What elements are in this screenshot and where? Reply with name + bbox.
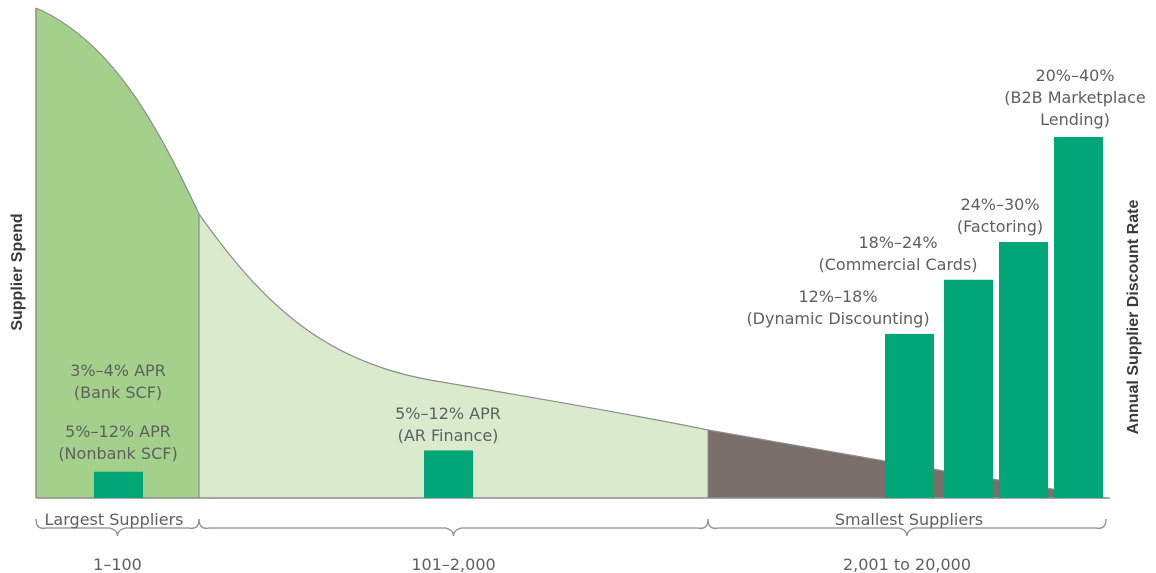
bar-label-3-line-1: 12%–18% bbox=[798, 287, 877, 306]
segment-name-1: Largest Suppliers bbox=[45, 510, 184, 529]
bar-label-2-line-1: 5%–12% APR bbox=[395, 404, 501, 423]
bar-4 bbox=[944, 279, 993, 498]
bar-1 bbox=[94, 471, 143, 498]
segment-range-2: 101–2,000 bbox=[411, 555, 495, 573]
bar-label-2-line-2: (AR Finance) bbox=[398, 426, 499, 445]
bar-label-3-line-2: (Dynamic Discounting) bbox=[746, 309, 929, 328]
bar-5 bbox=[999, 242, 1048, 498]
bar-label-6-line-1: 20%–40% bbox=[1035, 66, 1114, 85]
bar-3 bbox=[885, 333, 934, 498]
bar-label-5-line-2: (Factoring) bbox=[957, 217, 1043, 236]
segment-name-3: Smallest Suppliers bbox=[835, 510, 983, 529]
bar-6 bbox=[1054, 137, 1103, 498]
segment-area-2 bbox=[199, 8, 708, 498]
extra-label-1-line-2: (Bank SCF) bbox=[74, 383, 162, 402]
bar-label-1-line-2: (Nonbank SCF) bbox=[58, 444, 177, 463]
segment-brace-3 bbox=[707, 518, 1107, 537]
bar-label-1-line-1: 5%–12% APR bbox=[65, 422, 171, 441]
segment-brace-1 bbox=[35, 518, 200, 537]
segment-range-1: 1–100 bbox=[93, 555, 142, 573]
bar-label-5-line-1: 24%–30% bbox=[960, 195, 1039, 214]
y-axis-right-title: Annual Supplier Discount Rate bbox=[1125, 200, 1142, 435]
bar-label-4-line-1: 18%–24% bbox=[858, 233, 937, 252]
y-axis-left-title: Supplier Spend bbox=[9, 213, 26, 330]
extra-label-1-line-1: 3%–4% APR bbox=[70, 361, 166, 380]
spend-curve bbox=[35, 7, 1107, 499]
bar-label-4-line-2: (Commercial Cards) bbox=[818, 255, 977, 274]
bar-2 bbox=[424, 450, 473, 498]
bar-label-6-line-2: (B2B Marketplace bbox=[1004, 88, 1146, 107]
segment-range-3: 2,001 to 20,000 bbox=[843, 555, 971, 573]
bar-label-6-line-3: Lending) bbox=[1040, 110, 1110, 129]
segment-brace-2 bbox=[198, 518, 709, 537]
